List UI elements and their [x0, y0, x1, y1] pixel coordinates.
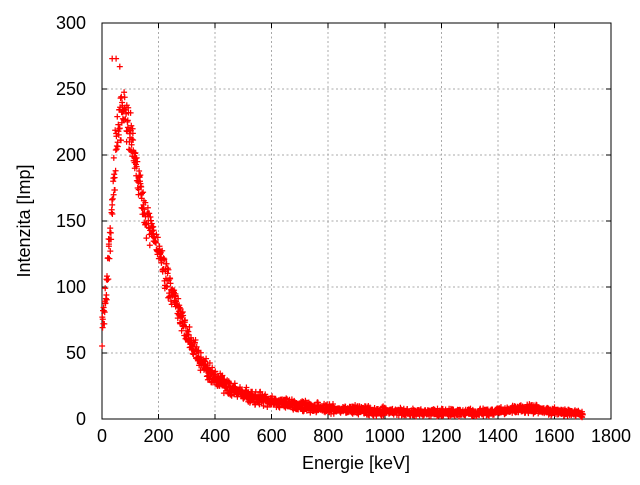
x-axis-title: Energie [keV]	[302, 453, 410, 473]
x-tick-label: 600	[257, 426, 287, 446]
y-axis-title: Intenzita [Imp]	[14, 164, 34, 277]
x-tick-label: 400	[200, 426, 230, 446]
y-tick-label: 200	[56, 145, 86, 165]
x-tick-label: 1200	[421, 426, 461, 446]
spectrum-data-points	[99, 55, 586, 421]
x-tick-label: 1600	[534, 426, 574, 446]
y-tick-label: 100	[56, 277, 86, 297]
y-tick-label: 300	[56, 13, 86, 33]
y-tick-label: 150	[56, 211, 86, 231]
x-tick-label: 200	[144, 426, 174, 446]
x-tick-label: 1800	[591, 426, 631, 446]
y-tick-labels: 0 50 100 150 200 250 300	[56, 13, 86, 429]
x-tick-label: 800	[313, 426, 343, 446]
y-tick-label: 0	[76, 409, 86, 429]
x-tick-label: 0	[97, 426, 107, 446]
x-tick-label: 1000	[365, 426, 405, 446]
x-tick-label: 1400	[478, 426, 518, 446]
grid-lines	[102, 23, 611, 419]
y-tick-label: 250	[56, 79, 86, 99]
axis-ticks	[101, 22, 612, 420]
x-tick-labels: 0 200 400 600 800 1000 1200 1400 1600 1800	[97, 426, 631, 446]
y-tick-label: 50	[66, 343, 86, 363]
